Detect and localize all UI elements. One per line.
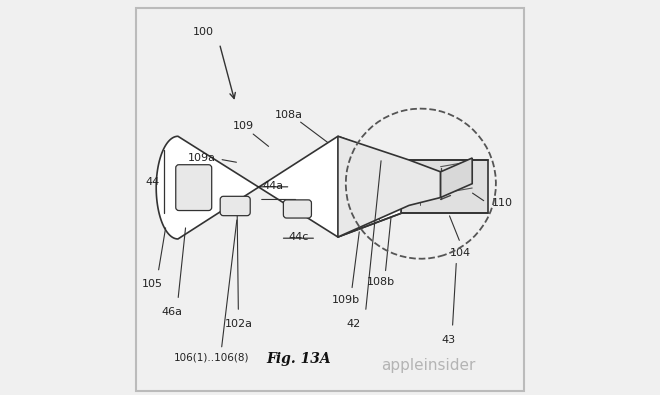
- Polygon shape: [338, 136, 441, 237]
- Text: 44c: 44c: [288, 232, 309, 242]
- FancyBboxPatch shape: [176, 165, 212, 211]
- Text: 42: 42: [346, 319, 361, 329]
- Text: 100: 100: [193, 26, 214, 37]
- Text: 108b: 108b: [367, 277, 395, 288]
- FancyBboxPatch shape: [283, 200, 312, 218]
- Text: 46a: 46a: [162, 307, 183, 317]
- Polygon shape: [401, 160, 488, 213]
- Text: Fig. 13A: Fig. 13A: [266, 352, 331, 367]
- Text: 43: 43: [442, 335, 455, 345]
- Text: 105: 105: [142, 279, 163, 290]
- Text: 109: 109: [232, 121, 253, 132]
- Text: 106(1)..106(8): 106(1)..106(8): [174, 352, 249, 363]
- Text: 104: 104: [449, 248, 471, 258]
- Text: 110: 110: [492, 198, 513, 209]
- Polygon shape: [441, 158, 472, 198]
- Text: 44a: 44a: [262, 181, 283, 191]
- Text: 109a: 109a: [187, 153, 216, 163]
- Text: 102a: 102a: [225, 319, 253, 329]
- Text: 44: 44: [146, 177, 160, 187]
- Text: 108a: 108a: [275, 109, 302, 120]
- Polygon shape: [156, 136, 401, 239]
- Text: 109b: 109b: [332, 295, 360, 305]
- FancyBboxPatch shape: [220, 196, 250, 216]
- Text: appleinsider: appleinsider: [381, 358, 476, 373]
